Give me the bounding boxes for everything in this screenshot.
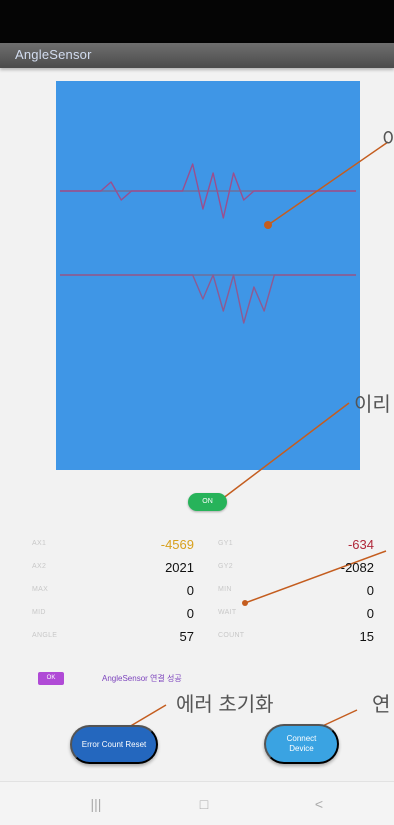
sensor-row-1: AX1 -4569 GY1 -634 (0, 534, 394, 558)
left-label: MID (32, 609, 46, 616)
sensor-row-4: MID 0 WAIT 0 (0, 603, 394, 627)
chart-svg (59, 163, 357, 324)
right-value: -2082 (340, 560, 374, 575)
app-bar: AngleSensor (0, 43, 394, 68)
left-value: 0 (186, 606, 194, 621)
top-right-callout: 이 (382, 129, 394, 151)
error-reset-button[interactable]: Error Count Reset (70, 725, 158, 764)
right-label: COUNT (218, 632, 245, 639)
status-bar (0, 0, 394, 43)
right-label: GY1 (218, 540, 233, 547)
back-icon[interactable]: < (314, 796, 324, 812)
left-value: -4569 (160, 537, 194, 552)
right-label: WAIT (218, 609, 237, 616)
app-title: AngleSensor (15, 47, 92, 62)
left-value: 0 (186, 583, 194, 598)
left-label: AX2 (32, 563, 47, 570)
recent-apps-icon[interactable]: ||| (90, 796, 102, 812)
sensor-row-5: ANGLE 57 COUNT 15 (0, 626, 394, 650)
left-label: ANGLE (32, 632, 58, 639)
right-value: 15 (359, 629, 374, 644)
android-navigation-bar: ||| □ < (0, 781, 394, 825)
chart-series-line (60, 274, 356, 324)
reset-callout-label: 에러 초기화 (176, 694, 274, 716)
sensor-row-2: AX2 2021 GY2 -2082 (0, 557, 394, 581)
right-value: -634 (347, 537, 374, 552)
sensor-chart (56, 81, 360, 470)
status-line: OK AngleSensor 연결 성공 (38, 672, 368, 690)
middle-right-callout: 이리 (354, 394, 391, 416)
right-value: 0 (366, 606, 374, 621)
left-label: AX1 (32, 540, 47, 547)
right-label: MIN (218, 586, 232, 593)
left-value: 2021 (165, 560, 194, 575)
right-value: 0 (366, 583, 374, 598)
status-chip: OK (38, 672, 64, 685)
sensor-values-grid: AX1 -4569 GY1 -634 AX2 2021 GY2 -2082 MA… (0, 534, 394, 664)
sensor-row-3: MAX 0 MIN 0 (0, 580, 394, 604)
home-icon[interactable]: □ (199, 796, 209, 812)
right-label: GY2 (218, 563, 233, 570)
connect-device-button[interactable]: Connect Device (264, 724, 339, 764)
status-message: AngleSensor 연결 성공 (102, 674, 182, 683)
connect-callout-label: 연 (372, 694, 391, 716)
left-value: 57 (179, 629, 194, 644)
left-label: MAX (32, 586, 49, 593)
sensor-toggle[interactable]: ON (188, 493, 227, 511)
